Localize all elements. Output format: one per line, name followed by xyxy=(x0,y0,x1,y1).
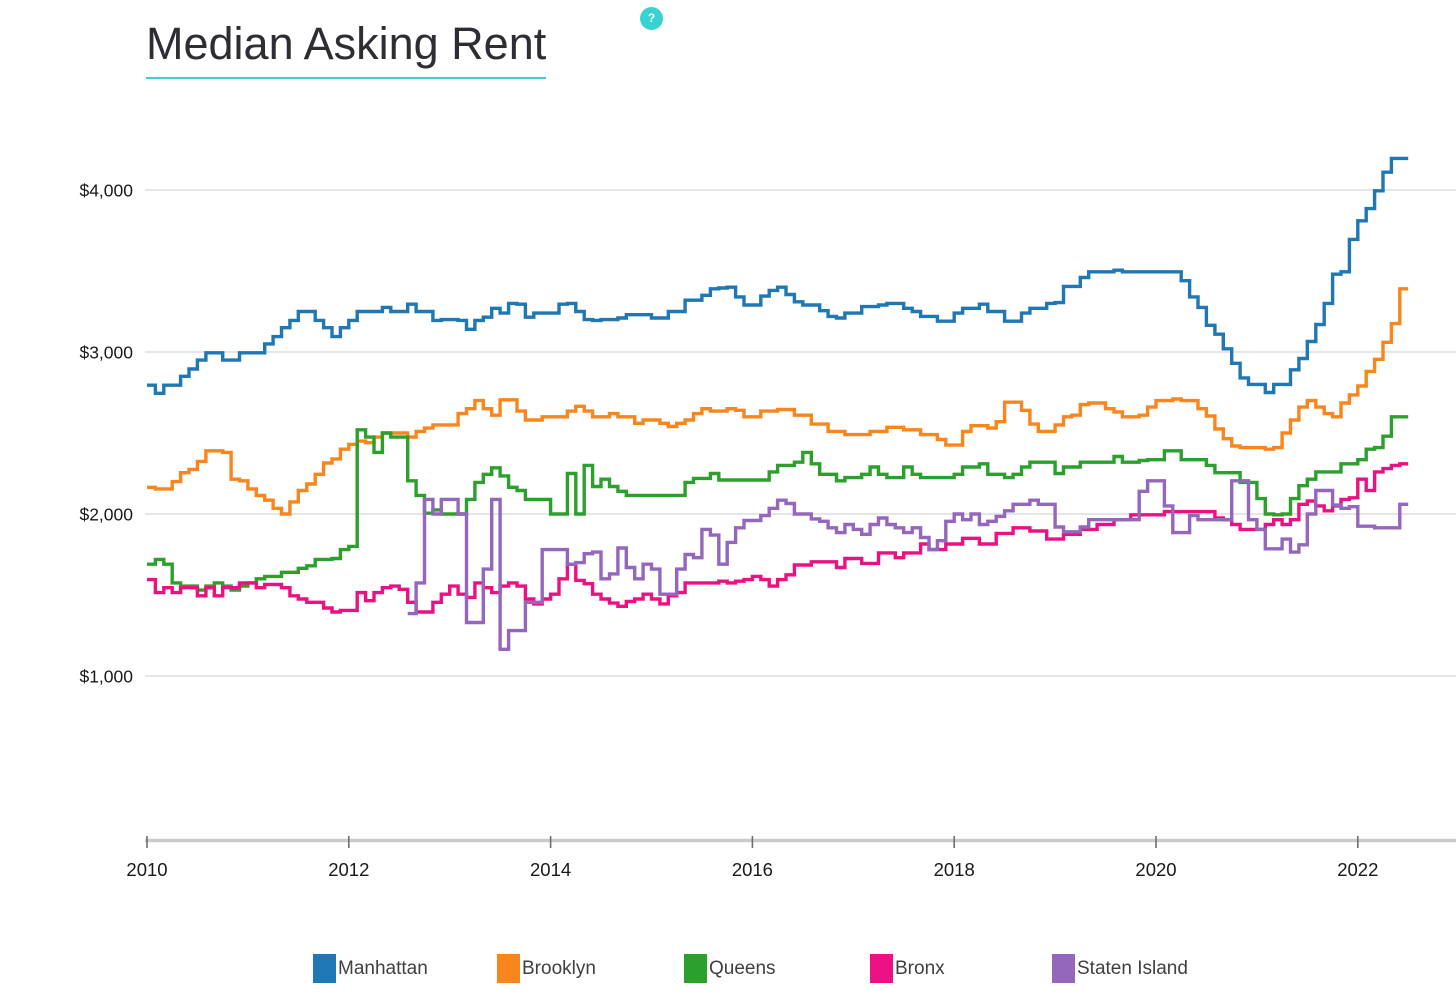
brooklyn-color-swatch xyxy=(497,953,520,983)
queens-color-swatch xyxy=(684,953,707,983)
legend-label: Queens xyxy=(709,957,776,979)
legend-label: Brooklyn xyxy=(522,957,596,979)
manhattan-color-swatch xyxy=(313,953,336,983)
staten-island-color-swatch xyxy=(1052,953,1075,983)
x-axis-label: 2012 xyxy=(328,859,369,880)
bronx-color-swatch xyxy=(870,953,893,983)
help-icon[interactable]: ? xyxy=(640,7,663,30)
x-axis-label: 2020 xyxy=(1135,859,1176,880)
series-line-staten-island xyxy=(407,479,1409,651)
legend-item-bronx[interactable]: Bronx xyxy=(870,953,945,983)
x-axis-label: 2010 xyxy=(126,859,167,880)
series-line-brooklyn xyxy=(147,287,1409,516)
legend-item-manhattan[interactable]: Manhattan xyxy=(313,953,428,983)
y-axis-label: $4,000 xyxy=(79,181,133,201)
page-title[interactable]: Median Asking Rent xyxy=(146,18,547,79)
x-axis-label: 2018 xyxy=(934,859,975,880)
series-line-bronx xyxy=(147,462,1409,614)
legend-label: Staten Island xyxy=(1077,957,1188,979)
chart-legend: Manhattan Brooklyn Queens Bronx Staten I… xyxy=(0,953,1456,985)
x-axis-label: 2022 xyxy=(1337,859,1378,880)
legend-item-staten-island[interactable]: Staten Island xyxy=(1052,953,1188,983)
legend-item-brooklyn[interactable]: Brooklyn xyxy=(497,953,596,983)
header: Median Asking Rent xyxy=(146,18,547,79)
y-axis-label: $1,000 xyxy=(79,667,133,687)
y-axis-label: $2,000 xyxy=(79,505,133,525)
legend-label: Manhattan xyxy=(338,957,428,979)
series-line-queens xyxy=(147,415,1409,592)
x-axis-label: 2014 xyxy=(530,859,571,880)
series-line-manhattan xyxy=(147,156,1409,395)
legend-label: Bronx xyxy=(895,957,945,979)
y-axis-label: $3,000 xyxy=(79,343,133,363)
x-axis-label: 2016 xyxy=(732,859,773,880)
legend-item-queens[interactable]: Queens xyxy=(684,953,776,983)
